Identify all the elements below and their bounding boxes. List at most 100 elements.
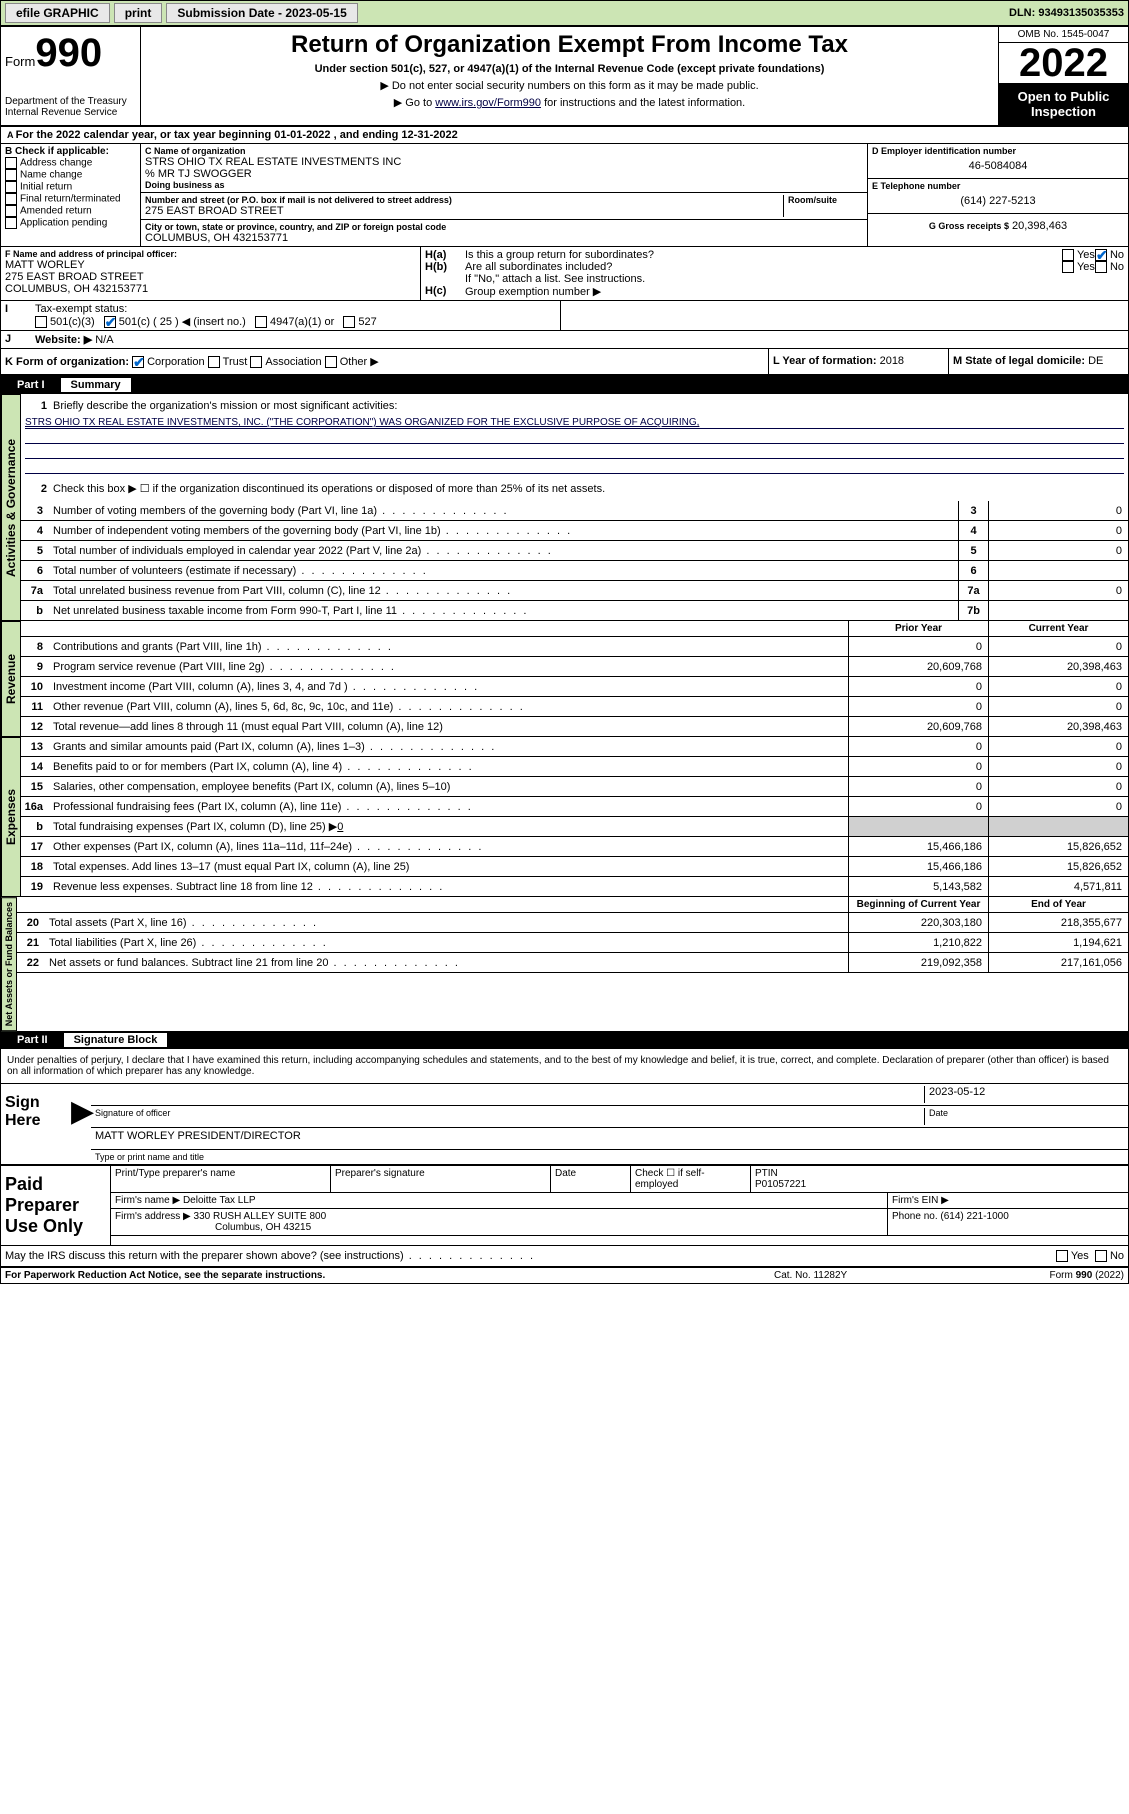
cat-no: Cat. No. 11282Y — [774, 1270, 974, 1281]
line6-text: Total number of volunteers (estimate if … — [49, 563, 958, 579]
current-year-header: Current Year — [988, 621, 1128, 636]
may-discuss-text: May the IRS discuss this return with the… — [5, 1250, 1056, 1262]
501c-checkbox[interactable] — [104, 316, 116, 328]
print-button[interactable]: print — [114, 3, 163, 23]
room-label: Room/suite — [788, 195, 863, 205]
firm-addr-label: Firm's address ▶ — [115, 1211, 191, 1222]
line17-curr: 15,826,652 — [988, 837, 1128, 856]
m-value: DE — [1088, 355, 1103, 367]
line21-prior: 1,210,822 — [848, 933, 988, 952]
tax-year-text: For the 2022 calendar year, or tax year … — [16, 129, 458, 141]
tab-governance: Activities & Governance — [1, 394, 21, 621]
form-number: Form990 — [5, 31, 136, 76]
line20-text: Total assets (Part X, line 16) — [45, 915, 848, 931]
ein-value: 46-5084084 — [872, 156, 1124, 176]
4947-checkbox[interactable] — [255, 316, 267, 328]
sign-arrow-icon: ▶ — [71, 1084, 91, 1164]
ha-yes-checkbox[interactable] — [1062, 249, 1074, 261]
firm-phone: (614) 221-1000 — [940, 1211, 1008, 1222]
tab-revenue: Revenue — [1, 621, 21, 737]
form-footer: Form 990 (2022) — [974, 1270, 1124, 1281]
line16b-curr — [988, 817, 1128, 836]
line15-prior: 0 — [848, 777, 988, 796]
hb-no-checkbox[interactable] — [1095, 261, 1107, 273]
line7b-text: Net unrelated business taxable income fr… — [49, 603, 958, 619]
line22-curr: 217,161,056 — [988, 953, 1128, 972]
discuss-yes-checkbox[interactable] — [1056, 1250, 1068, 1262]
amended-checkbox[interactable] — [5, 205, 17, 217]
sig-date-label: Date — [924, 1108, 1124, 1125]
line10-prior: 0 — [848, 677, 988, 696]
line13-prior: 0 — [848, 737, 988, 756]
firm-ein-label: Firm's EIN ▶ — [888, 1193, 1128, 1208]
ha-no-checkbox[interactable] — [1095, 249, 1107, 261]
part1-label: Part I — [9, 379, 53, 391]
final-return-label: Final return/terminated — [20, 194, 121, 205]
dba-label: Doing business as — [145, 180, 863, 190]
street-value: 275 EAST BROAD STREET — [145, 205, 783, 217]
line20-curr: 218,355,677 — [988, 913, 1128, 932]
initial-return-checkbox[interactable] — [5, 181, 17, 193]
line2-text: Check this box ▶ ☐ if the organization d… — [53, 483, 605, 495]
527-checkbox[interactable] — [343, 316, 355, 328]
assoc-label: Association — [265, 356, 321, 368]
org-name-label: C Name of organization — [145, 146, 863, 156]
corp-checkbox[interactable] — [132, 356, 144, 368]
part1-title: Summary — [61, 378, 131, 392]
assoc-checkbox[interactable] — [250, 356, 262, 368]
gross-receipts-label: G Gross receipts $ — [929, 221, 1009, 231]
officer-label: F Name and address of principal officer: — [5, 249, 416, 259]
line7b-val — [988, 601, 1128, 620]
line16b-text: Total fundraising expenses (Part IX, col… — [53, 821, 337, 833]
line20-prior: 220,303,180 — [848, 913, 988, 932]
line22-prior: 219,092,358 — [848, 953, 988, 972]
other-label: Other ▶ — [340, 356, 379, 368]
street-label: Number and street (or P.O. box if mail i… — [145, 195, 783, 205]
line9-curr: 20,398,463 — [988, 657, 1128, 676]
form-title: Return of Organization Exempt From Incom… — [149, 31, 990, 59]
irs-label: Internal Revenue Service — [5, 107, 136, 118]
section-d-e-g: D Employer identification number 46-5084… — [868, 144, 1128, 246]
efile-button[interactable]: efile GRAPHIC — [5, 3, 110, 23]
line21-curr: 1,194,621 — [988, 933, 1128, 952]
l-value: 2018 — [880, 355, 904, 367]
501c3-label: 501(c)(3) — [50, 316, 95, 328]
hb-yes-checkbox[interactable] — [1062, 261, 1074, 273]
discuss-no: No — [1110, 1250, 1124, 1262]
officer-name: MATT WORLEY — [5, 259, 416, 271]
line18-curr: 15,826,652 — [988, 857, 1128, 876]
submission-date: Submission Date - 2023-05-15 — [166, 3, 357, 23]
dln-label: DLN: 93493135035353 — [1009, 7, 1124, 19]
city-label: City or town, state or province, country… — [145, 222, 863, 232]
sign-here-label: Sign Here — [1, 1084, 71, 1164]
firm-name: Deloitte Tax LLP — [183, 1195, 256, 1206]
line3-text: Number of voting members of the governin… — [49, 503, 958, 519]
app-pending-checkbox[interactable] — [5, 217, 17, 229]
hb-no: No — [1110, 261, 1124, 273]
final-return-checkbox[interactable] — [5, 193, 17, 205]
website-value: N/A — [95, 334, 113, 346]
line13-text: Grants and similar amounts paid (Part IX… — [49, 739, 848, 755]
app-pending-label: Application pending — [20, 218, 107, 229]
trust-checkbox[interactable] — [208, 356, 220, 368]
part-1-header: Part I Summary — [1, 376, 1128, 394]
other-checkbox[interactable] — [325, 356, 337, 368]
preparer-sig-label: Preparer's signature — [331, 1166, 551, 1192]
paid-preparer-label: Paid Preparer Use Only — [1, 1166, 111, 1245]
firm-addr2: Columbus, OH 43215 — [115, 1222, 311, 1233]
discuss-no-checkbox[interactable] — [1095, 1250, 1107, 1262]
boy-header: Beginning of Current Year — [848, 897, 988, 912]
addr-change-checkbox[interactable] — [5, 157, 17, 169]
mission-line3 — [25, 447, 1124, 459]
irs-link[interactable]: www.irs.gov/Form990 — [435, 97, 541, 109]
amended-label: Amended return — [20, 206, 92, 217]
line11-prior: 0 — [848, 697, 988, 716]
firm-addr1: 330 RUSH ALLEY SUITE 800 — [194, 1211, 327, 1222]
tax-year-line: A For the 2022 calendar year, or tax yea… — [1, 127, 1128, 143]
form-num: 990 — [35, 31, 102, 75]
ptin-label: PTIN — [755, 1168, 1124, 1179]
501c3-checkbox[interactable] — [35, 316, 47, 328]
name-change-checkbox[interactable] — [5, 169, 17, 181]
perjury-declaration: Under penalties of perjury, I declare th… — [1, 1049, 1128, 1083]
line9-prior: 20,609,768 — [848, 657, 988, 676]
